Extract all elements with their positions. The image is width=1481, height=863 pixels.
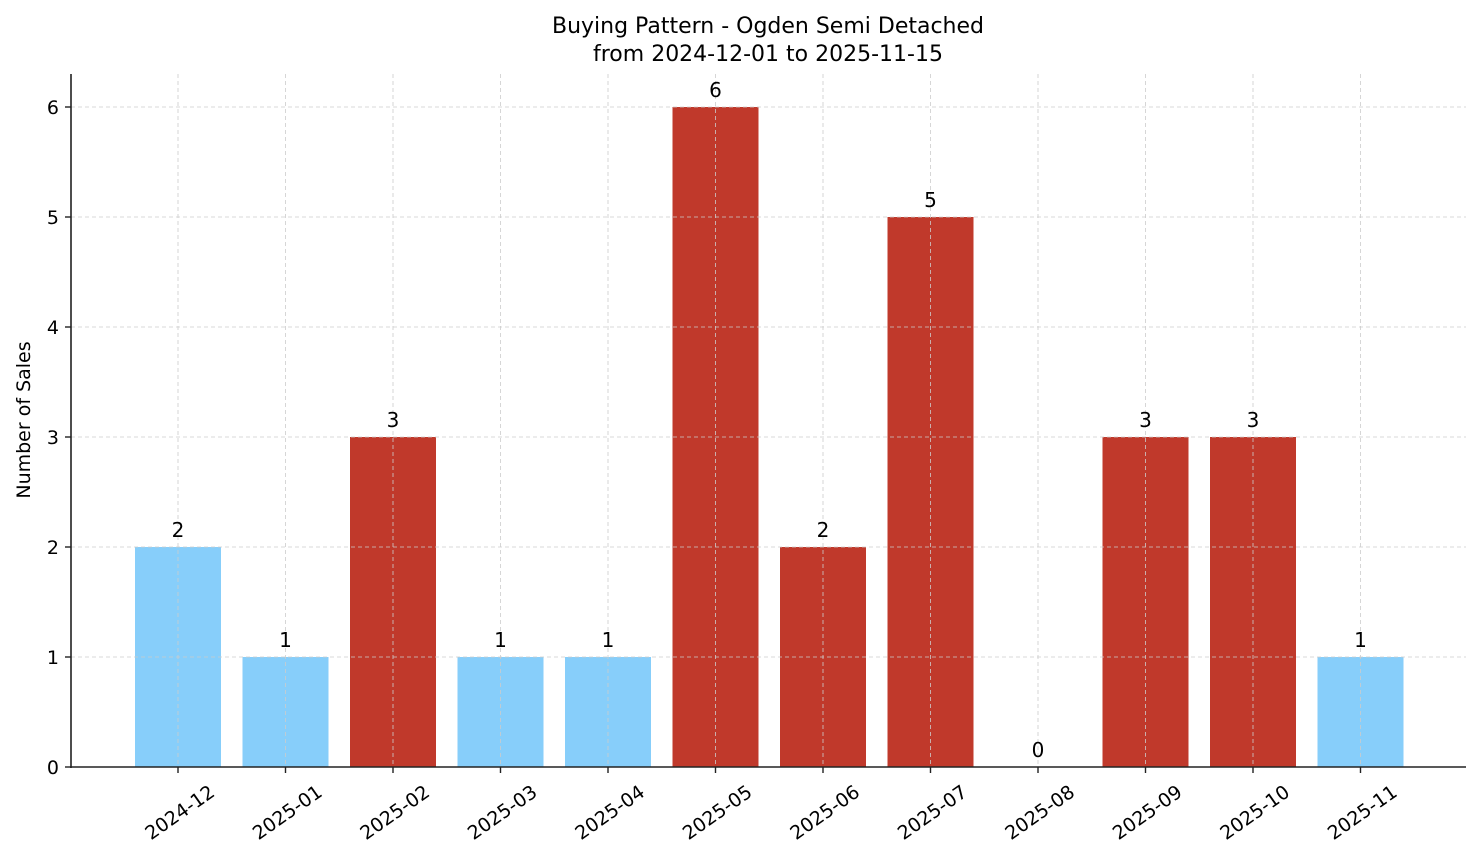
bar-value-label: 1 xyxy=(279,628,292,652)
x-tick-label: 2025-09 xyxy=(1109,781,1187,845)
bar-value-label: 5 xyxy=(924,188,937,212)
x-tick-label: 2025-03 xyxy=(464,781,542,845)
x-tick-label: 2025-04 xyxy=(571,781,649,845)
x-tick-label: 2025-10 xyxy=(1216,781,1294,845)
x-tick-label: 2024-12 xyxy=(141,781,219,845)
chart-subtitle: from 2024-12-01 to 2025-11-15 xyxy=(593,42,943,67)
chart-title: Buying Pattern - Ogden Semi Detached xyxy=(552,14,984,39)
bar-value-label: 6 xyxy=(709,78,722,102)
bar-value-label: 1 xyxy=(494,628,507,652)
bar-value-label: 2 xyxy=(172,518,185,542)
x-tick-label: 2025-11 xyxy=(1324,781,1402,845)
x-tick-label: 2025-05 xyxy=(679,781,757,845)
bar-value-label: 3 xyxy=(387,408,400,432)
bar-value-label: 1 xyxy=(602,628,615,652)
x-tick-label: 2025-02 xyxy=(356,781,434,845)
x-tick-label: 2025-01 xyxy=(249,781,327,845)
plot-area: 0 1 2 3 4 5 6 2024-12 2 2025-01 1 2025-02 3 2025-03 1 2… xyxy=(47,74,1466,845)
x-tick-label: 2025-08 xyxy=(1001,781,1079,845)
y-tick-label: 4 xyxy=(47,317,59,339)
y-tick-label: 2 xyxy=(47,537,59,559)
y-tick-label: 1 xyxy=(47,647,59,669)
bar-value-label: 3 xyxy=(1139,408,1152,432)
bar-value-label: 1 xyxy=(1354,628,1367,652)
y-tick-label: 6 xyxy=(47,97,59,119)
bar-value-label: 0 xyxy=(1032,738,1045,762)
y-axis-label: Number of Sales xyxy=(13,341,35,498)
bar-value-label: 2 xyxy=(817,518,830,542)
y-tick-label: 5 xyxy=(47,207,59,229)
y-tick-label: 3 xyxy=(47,427,59,449)
x-tick-label: 2025-07 xyxy=(894,781,972,845)
y-tick-label: 0 xyxy=(47,757,59,779)
bar-value-label: 3 xyxy=(1247,408,1260,432)
x-tick-label: 2025-06 xyxy=(786,781,864,845)
